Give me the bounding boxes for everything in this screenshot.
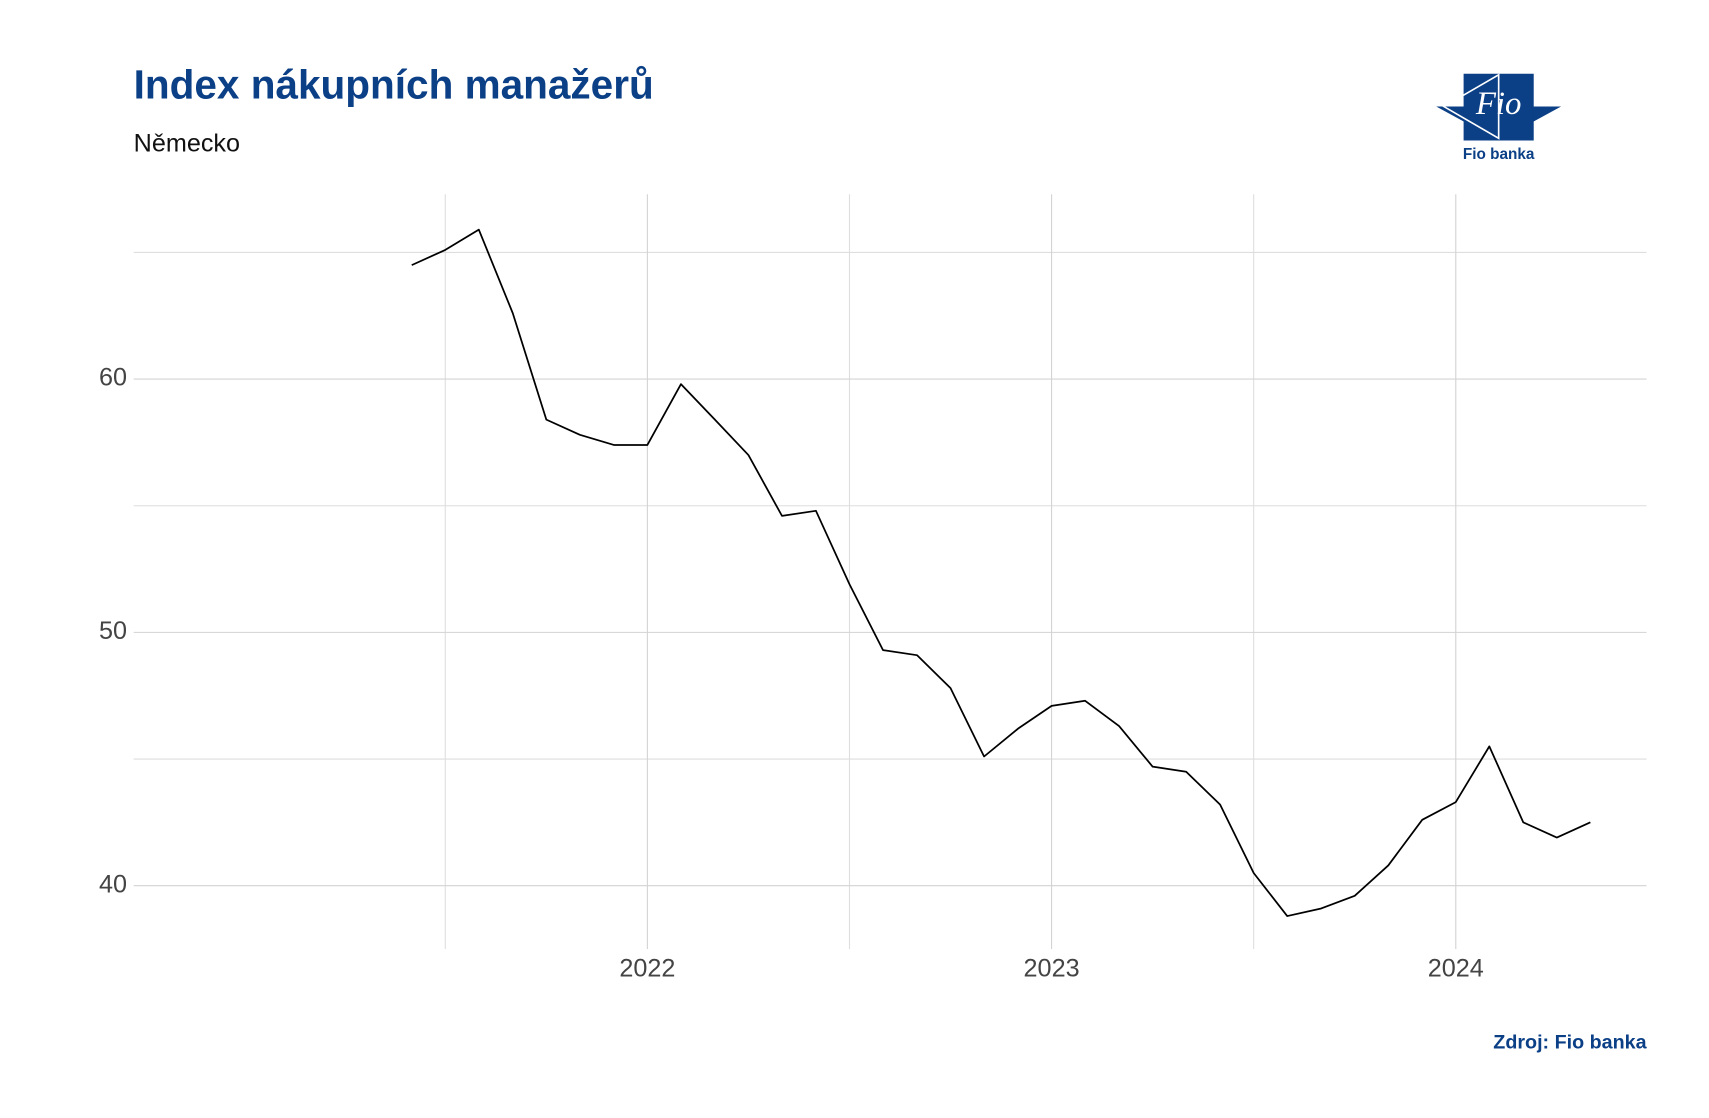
x-tick-label: 2024 (1428, 954, 1484, 982)
x-tick-label: 2023 (1024, 954, 1080, 982)
logo: Fio Fio banka (1436, 73, 1562, 163)
data-line (411, 228, 1591, 917)
y-tick-label: 50 (99, 617, 127, 645)
y-tick-label: 60 (99, 364, 127, 392)
chart-title: Index nákupních manažerů (134, 62, 654, 108)
logo-name: Fio banka (1463, 146, 1535, 163)
source: Zdroj: Fio banka (1493, 1031, 1647, 1053)
x-tick-label: 2022 (619, 954, 675, 982)
chart-subtitle: Německo (134, 130, 240, 158)
y-tick-label: 40 (99, 870, 127, 898)
logo-shape (1442, 73, 1500, 140)
logo-mark: Fio (1475, 86, 1522, 122)
